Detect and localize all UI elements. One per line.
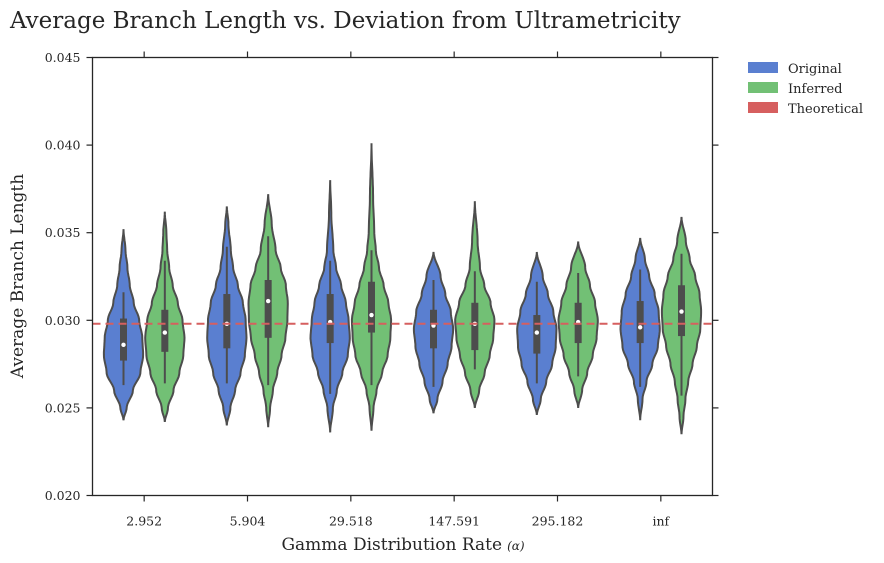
y-tick-label: 0.045 — [45, 50, 81, 65]
plot-frame — [91, 56, 714, 497]
violin-iqr-box — [326, 294, 334, 344]
violin-median-point — [679, 309, 684, 314]
violin-iqr-box — [430, 309, 437, 349]
legend-swatch-theoretical — [748, 102, 778, 113]
x-tick-label: inf — [652, 514, 670, 529]
legend-swatch-inferred — [748, 82, 778, 93]
x-tick-label: 147.591 — [428, 514, 480, 529]
x-axis-label-symbol: (α) — [507, 539, 525, 553]
y-tick-label: 0.040 — [45, 138, 81, 153]
violin-median-point — [265, 298, 271, 304]
violin-iqr-box — [223, 294, 231, 349]
y-tick-label: 0.030 — [45, 313, 81, 328]
chart-title: Average Branch Length vs. Deviation from… — [9, 8, 681, 34]
legend-label-inferred: Inferred — [788, 82, 842, 97]
y-axis-label: Average Branch Length — [8, 174, 28, 379]
x-tick-label: 2.952 — [126, 514, 162, 529]
x-axis-label: Gamma Distribution Rate (α) — [281, 535, 524, 555]
legend-swatch-original — [748, 62, 778, 73]
violin-iqr-box — [368, 281, 375, 333]
x-tick-label: 295.182 — [532, 514, 584, 529]
legend-label-original: Original — [788, 62, 842, 77]
y-axis: 0.020 0.025 0.030 0.035 0.040 0.045 — [45, 50, 719, 503]
x-tick-label: 5.904 — [230, 514, 266, 529]
y-tick-label: 0.035 — [45, 225, 81, 240]
violin-iqr-box — [120, 318, 127, 361]
x-axis-label-text: Gamma Distribution Rate — [281, 535, 502, 555]
violin-median-point — [121, 342, 126, 348]
violin-iqr-box — [471, 302, 479, 351]
violin-median-point — [162, 330, 168, 335]
y-tick-label: 0.025 — [45, 400, 81, 415]
violin-median-point — [534, 330, 540, 335]
x-tick-label: 29.518 — [329, 514, 373, 529]
x-axis: 2.952 5.904 29.518 147.591 295.182 inf — [126, 51, 671, 529]
legend-label-theoretical: Theoretical — [788, 102, 863, 117]
violin-layer — [102, 143, 703, 435]
violin-iqr-box — [636, 301, 644, 344]
violin-median-point — [369, 312, 374, 318]
y-tick-label: 0.020 — [45, 488, 81, 503]
violin-iqr-box — [264, 280, 272, 338]
legend: Original Inferred Theoretical — [748, 62, 863, 117]
violin-median-point — [637, 325, 643, 330]
